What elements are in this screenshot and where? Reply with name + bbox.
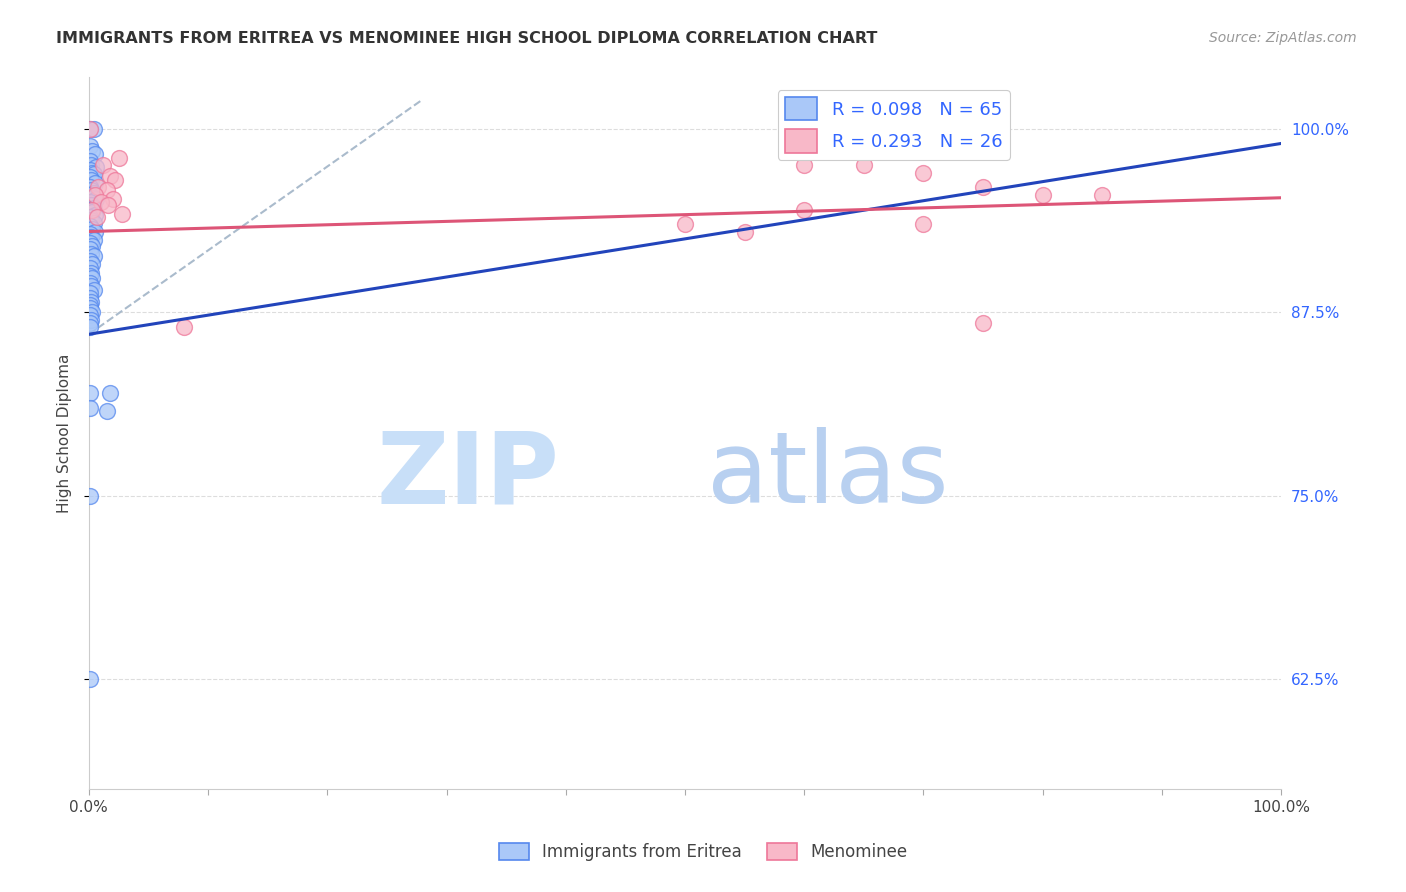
Point bbox=[79, 401, 101, 415]
Point bbox=[79, 286, 101, 301]
Point bbox=[79, 187, 101, 202]
Point bbox=[80, 183, 103, 197]
Point bbox=[82, 166, 104, 180]
Legend: R = 0.098   N = 65, R = 0.293   N = 26: R = 0.098 N = 65, R = 0.293 N = 26 bbox=[778, 90, 1010, 160]
Point bbox=[83, 186, 105, 201]
Point bbox=[852, 159, 875, 173]
Text: Source: ZipAtlas.com: Source: ZipAtlas.com bbox=[1209, 31, 1357, 45]
Point bbox=[79, 298, 101, 312]
Point bbox=[80, 312, 103, 326]
Point bbox=[101, 192, 124, 206]
Point bbox=[79, 121, 101, 136]
Point bbox=[80, 295, 103, 310]
Point bbox=[734, 225, 756, 239]
Point bbox=[79, 316, 101, 330]
Point bbox=[83, 167, 105, 181]
Point bbox=[82, 205, 104, 219]
Point bbox=[91, 159, 114, 173]
Point bbox=[673, 217, 696, 231]
Point bbox=[79, 202, 101, 217]
Point bbox=[83, 187, 105, 202]
Point bbox=[84, 192, 107, 206]
Point bbox=[83, 146, 105, 161]
Y-axis label: High School Diploma: High School Diploma bbox=[58, 353, 72, 513]
Point bbox=[79, 291, 101, 305]
Point bbox=[80, 198, 103, 212]
Text: ZIP: ZIP bbox=[377, 427, 560, 524]
Point bbox=[80, 230, 103, 244]
Text: IMMIGRANTS FROM ERITREA VS MENOMINEE HIGH SCHOOL DIPLOMA CORRELATION CHART: IMMIGRANTS FROM ERITREA VS MENOMINEE HIG… bbox=[56, 31, 877, 46]
Point bbox=[79, 195, 101, 210]
Point bbox=[1091, 187, 1114, 202]
Point bbox=[80, 159, 103, 173]
Point bbox=[96, 183, 118, 197]
Point bbox=[173, 319, 195, 334]
Point bbox=[83, 176, 105, 190]
Point bbox=[107, 151, 129, 165]
Point bbox=[80, 278, 103, 293]
Point bbox=[80, 266, 103, 280]
Point bbox=[79, 308, 101, 322]
Point bbox=[80, 173, 103, 187]
Point bbox=[79, 489, 101, 503]
Point bbox=[82, 305, 104, 319]
Point bbox=[79, 242, 101, 256]
Point bbox=[84, 160, 107, 174]
Point bbox=[82, 257, 104, 271]
Text: atlas: atlas bbox=[707, 427, 949, 524]
Point bbox=[83, 225, 105, 239]
Point bbox=[79, 180, 101, 194]
Point bbox=[90, 195, 112, 210]
Point bbox=[97, 198, 120, 212]
Point bbox=[83, 201, 105, 215]
Point bbox=[82, 144, 104, 158]
Point bbox=[83, 250, 105, 264]
Point bbox=[912, 217, 935, 231]
Point bbox=[82, 239, 104, 253]
Point bbox=[79, 236, 101, 251]
Point bbox=[793, 202, 815, 217]
Point bbox=[79, 154, 101, 169]
Point bbox=[1032, 187, 1054, 202]
Point bbox=[79, 386, 101, 401]
Point bbox=[793, 159, 815, 173]
Point bbox=[79, 253, 101, 268]
Legend: Immigrants from Eritrea, Menominee: Immigrants from Eritrea, Menominee bbox=[492, 836, 914, 868]
Point bbox=[79, 139, 101, 153]
Point bbox=[80, 212, 103, 227]
Point bbox=[79, 210, 101, 224]
Point bbox=[87, 180, 110, 194]
Point bbox=[79, 227, 101, 242]
Point bbox=[79, 672, 101, 686]
Point bbox=[79, 276, 101, 290]
Point bbox=[79, 301, 101, 315]
Point bbox=[79, 121, 101, 136]
Point bbox=[82, 221, 104, 235]
Point bbox=[104, 173, 127, 187]
Point bbox=[79, 162, 101, 177]
Point bbox=[972, 180, 994, 194]
Point bbox=[79, 268, 101, 283]
Point bbox=[83, 283, 105, 297]
Point bbox=[79, 261, 101, 276]
Point bbox=[82, 202, 104, 217]
Point bbox=[79, 170, 101, 185]
Point bbox=[83, 233, 105, 247]
Point bbox=[82, 191, 104, 205]
Point bbox=[79, 319, 101, 334]
Point bbox=[80, 246, 103, 260]
Point bbox=[83, 216, 105, 230]
Point bbox=[972, 316, 994, 330]
Point bbox=[111, 207, 134, 221]
Point bbox=[912, 166, 935, 180]
Point bbox=[83, 208, 105, 222]
Point bbox=[86, 210, 108, 224]
Point bbox=[96, 403, 118, 417]
Point bbox=[82, 271, 104, 285]
Point bbox=[98, 169, 121, 183]
Point bbox=[83, 121, 105, 136]
Point bbox=[79, 219, 101, 233]
Point bbox=[98, 386, 121, 401]
